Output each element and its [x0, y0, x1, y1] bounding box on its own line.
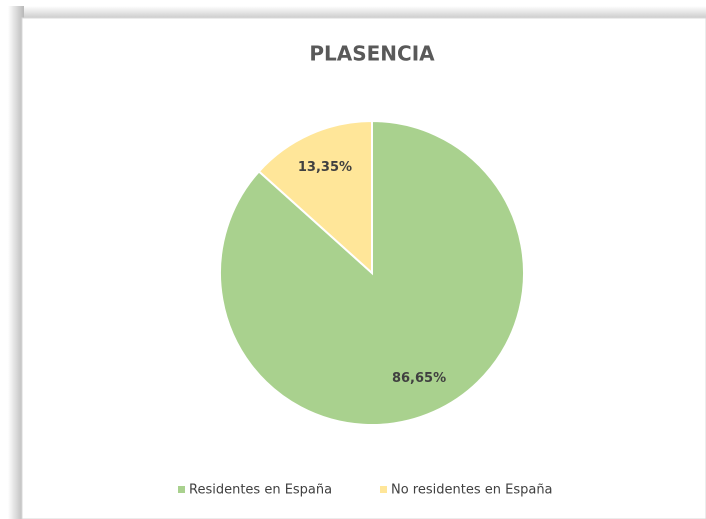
- legend-swatch: [380, 486, 387, 493]
- frame-shadow: [8, 6, 24, 519]
- legend-swatch: [178, 486, 185, 493]
- legend-label: Residentes en España: [189, 483, 332, 498]
- data-label: 13,35%: [298, 160, 352, 175]
- frame-shadow: [8, 6, 706, 20]
- legend-label: No residentes en España: [391, 483, 553, 498]
- chart-title: PLASENCIA: [309, 42, 435, 66]
- data-label: 86,65%: [392, 371, 446, 386]
- pie-slice: [257, 119, 373, 276]
